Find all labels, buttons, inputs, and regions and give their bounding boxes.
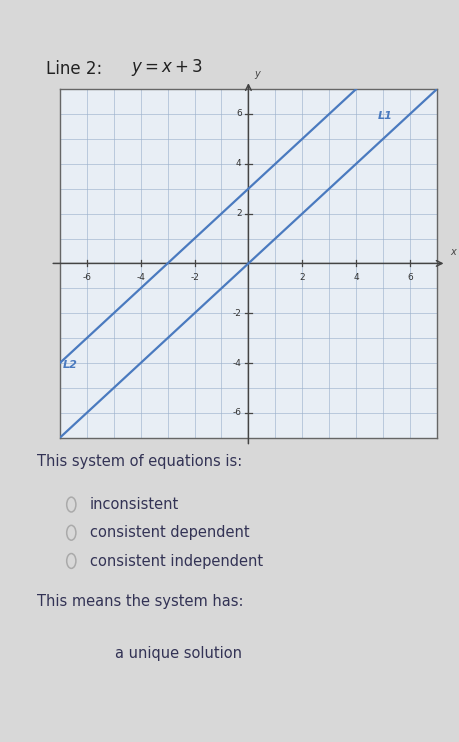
Text: $y=x+3$: $y=x+3$ [131, 57, 203, 78]
Text: -4: -4 [232, 358, 241, 367]
Text: This means the system has:: This means the system has: [37, 594, 243, 608]
Text: L1: L1 [377, 111, 392, 121]
Text: consistent independent: consistent independent [90, 554, 262, 568]
Text: y: y [253, 69, 259, 79]
Text: Line 2:: Line 2: [46, 60, 107, 78]
Text: 2: 2 [299, 273, 304, 283]
Text: a unique solution: a unique solution [115, 646, 241, 660]
Text: 6: 6 [235, 110, 241, 119]
Text: -4: -4 [136, 273, 145, 283]
Text: 2: 2 [235, 209, 241, 218]
Text: 4: 4 [235, 160, 241, 168]
Text: -6: -6 [232, 408, 241, 417]
Text: This system of equations is:: This system of equations is: [37, 454, 241, 469]
Text: -6: -6 [82, 273, 91, 283]
Text: L2: L2 [62, 360, 77, 370]
Text: x: x [449, 247, 455, 257]
Text: inconsistent: inconsistent [90, 497, 179, 512]
Text: -2: -2 [232, 309, 241, 318]
Text: 6: 6 [406, 273, 412, 283]
Text: 4: 4 [353, 273, 358, 283]
Text: consistent dependent: consistent dependent [90, 525, 249, 540]
Text: -2: -2 [190, 273, 199, 283]
